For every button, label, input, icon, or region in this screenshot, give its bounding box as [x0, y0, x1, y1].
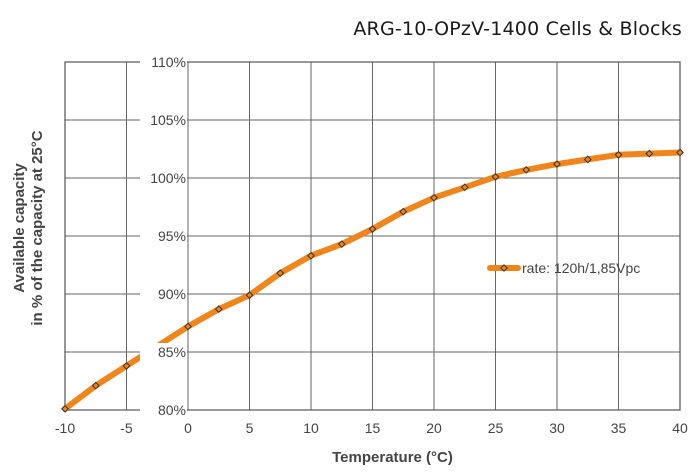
x-tick-label: -10 — [55, 420, 75, 436]
y-tick-label: 90% — [158, 286, 186, 302]
chart-title: ARG-10-OPzV-1400 Cells & Blocks — [353, 18, 682, 40]
data-point-marker — [61, 404, 69, 413]
legend-marker — [500, 264, 508, 272]
data-point-marker — [460, 183, 469, 192]
x-tick-label: -5 — [120, 420, 133, 436]
y-tick-label: 80% — [158, 402, 186, 418]
data-point-marker — [430, 193, 438, 202]
legend: rate: 120h/1,85Vpc — [487, 260, 640, 276]
data-point-marker — [368, 225, 377, 233]
y-axis-title-line-2: in % of the capacity at 25°C — [29, 130, 46, 325]
x-tick-label: 25 — [488, 420, 504, 436]
y-tick-label-bg — [140, 53, 187, 71]
y-tick-label: 105% — [150, 112, 186, 128]
y-tick-label: 110% — [151, 54, 186, 70]
tick-labels: -10 -5 0 5 10 15 20 25 30 35 40 80% 85% 90% 95% 100% 105… — [55, 53, 688, 436]
series-layer — [61, 148, 684, 413]
y-tick-label-bg — [140, 343, 187, 361]
data-point-marker — [245, 291, 254, 300]
y-tick-label: 95% — [158, 228, 186, 244]
legend-label: rate: 120h/1,85Vpc — [522, 260, 640, 276]
y-tick-label-bg — [140, 401, 187, 419]
series-line — [62, 149, 683, 412]
data-point-marker — [583, 155, 592, 164]
y-axis-title-line-1: Available capacity — [11, 163, 28, 293]
data-point-marker — [491, 172, 500, 181]
y-tick-label: 100% — [150, 170, 186, 186]
data-point-marker — [307, 251, 315, 260]
data-point-marker — [676, 148, 684, 157]
x-tick-label: 30 — [549, 420, 565, 436]
x-tick-label: 40 — [672, 420, 688, 436]
data-point-marker — [399, 207, 408, 216]
data-point-marker — [522, 165, 531, 174]
y-tick-label-bg — [140, 285, 187, 303]
x-axis-title: Temperature (°C) — [332, 449, 453, 466]
data-point-marker — [553, 160, 561, 168]
x-tick-label: 10 — [303, 420, 319, 436]
x-tick-label: 35 — [611, 420, 627, 436]
y-tick-label-bg — [140, 227, 187, 245]
data-point-marker — [276, 269, 285, 278]
y-tick-label-bg — [140, 111, 187, 129]
y-tick-label: 85% — [158, 344, 186, 360]
data-point-marker — [614, 150, 623, 159]
x-tick-label: 0 — [184, 420, 192, 436]
data-point-marker — [122, 362, 131, 370]
plot-frame — [64, 61, 681, 411]
y-tick-label-bg — [140, 169, 187, 187]
data-point-marker — [337, 240, 346, 249]
x-tick-label: 20 — [426, 420, 442, 436]
x-tick-label: 5 — [246, 420, 254, 436]
data-point-marker — [645, 149, 654, 158]
x-tick-label: 15 — [365, 420, 381, 436]
data-point-marker — [184, 322, 192, 331]
data-point-marker — [91, 381, 100, 390]
data-point-marker — [214, 305, 223, 313]
